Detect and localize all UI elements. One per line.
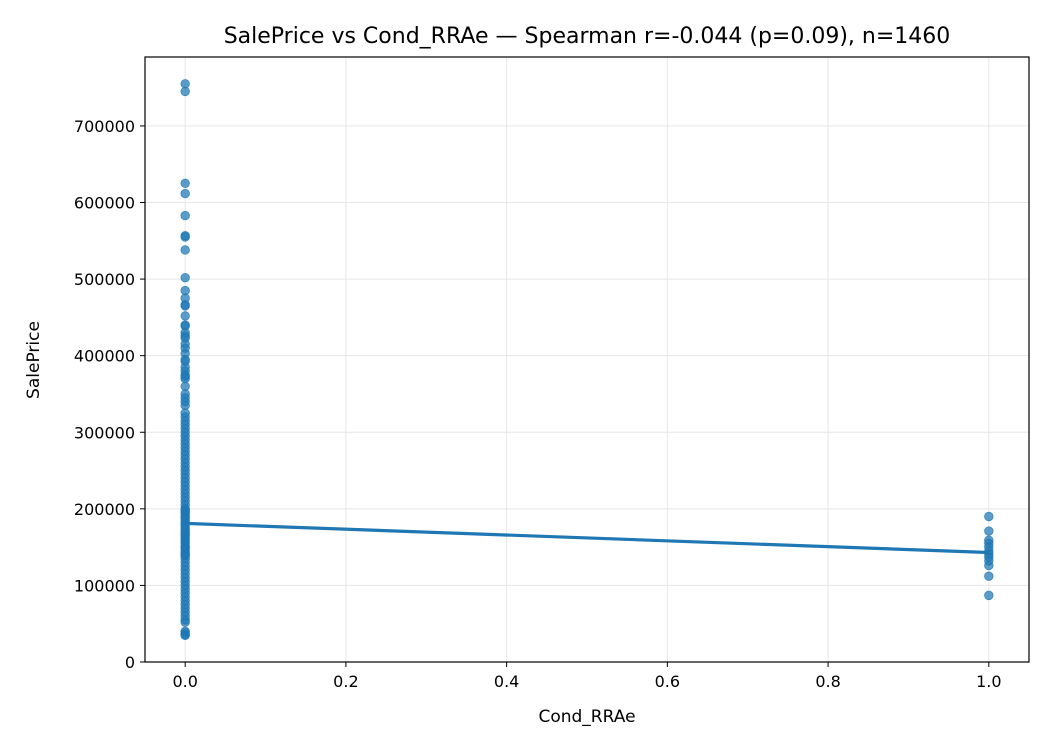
data-point <box>984 560 994 571</box>
x-tick-label: 0.0 <box>172 672 197 691</box>
data-point <box>180 311 190 321</box>
trend-line-group <box>185 521 989 555</box>
plot-area-frame <box>144 56 1030 663</box>
data-point <box>984 526 994 536</box>
y-tick-label: 0 <box>125 653 135 672</box>
data-point <box>180 210 190 221</box>
data-point <box>180 188 190 199</box>
x-tick-label: 0.4 <box>494 672 519 691</box>
data-point <box>180 245 190 255</box>
data-point <box>180 301 190 311</box>
y-tick-label: 600000 <box>74 194 135 213</box>
chart-title: SalePrice vs Cond_RRAe — Spearman r=-0.0… <box>224 24 951 49</box>
data-point <box>180 272 190 283</box>
data-point <box>984 571 994 581</box>
data-point <box>984 542 994 552</box>
data-point <box>180 232 190 242</box>
data-point <box>180 630 190 640</box>
data-points <box>180 79 994 640</box>
x-axis-label: Cond_RRAe <box>538 707 635 727</box>
y-tick-label: 500000 <box>74 270 135 289</box>
y-tick-label: 200000 <box>74 500 135 519</box>
data-point <box>180 178 190 189</box>
x-axis-ticks: 0.0 0.2 0.4 0.6 0.8 1.0 <box>172 662 1002 691</box>
x-tick-label: 0.6 <box>655 672 680 691</box>
x-tick-label: 0.8 <box>815 672 840 691</box>
y-tick-label: 100000 <box>74 576 135 595</box>
data-point <box>984 590 994 601</box>
data-point <box>180 86 190 97</box>
grid-lines <box>145 57 1029 663</box>
data-point <box>180 617 190 627</box>
y-tick-label: 400000 <box>74 347 135 366</box>
x-tick-label: 0.2 <box>333 672 358 691</box>
data-point <box>180 504 190 515</box>
y-axis-ticks: 0 100000 200000 300000 400000 500000 600000 700… <box>74 117 145 672</box>
trend-line <box>185 521 989 555</box>
x-tick-label: 1.0 <box>976 672 1001 691</box>
y-axis-label: SalePrice <box>24 321 44 399</box>
data-point <box>984 511 994 522</box>
y-tick-label: 700000 <box>74 117 135 136</box>
y-tick-label: 300000 <box>74 423 135 442</box>
